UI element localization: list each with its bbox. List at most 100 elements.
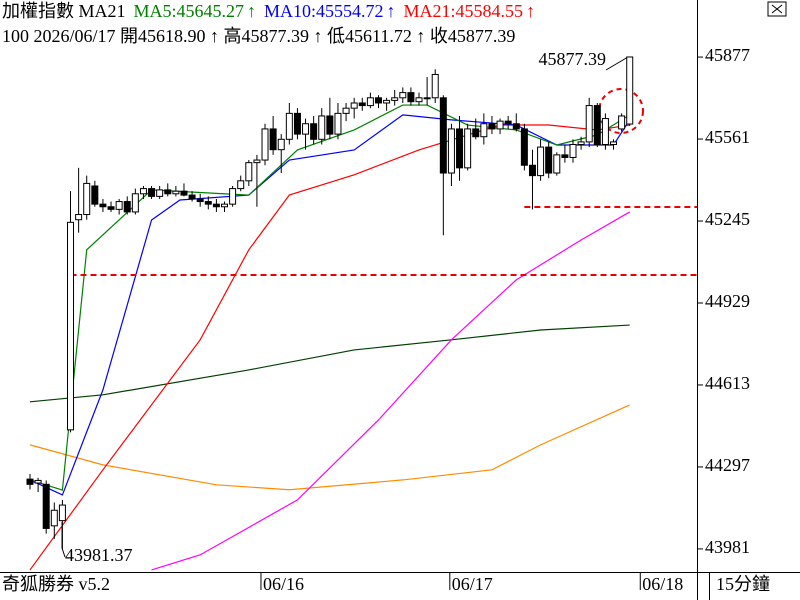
ma-line (151, 211, 631, 571)
candle-body (423, 97, 431, 100)
candle-body (553, 154, 561, 174)
candle-body (302, 123, 310, 135)
candle-body (366, 97, 374, 107)
candle-body (229, 188, 237, 205)
candle-body (601, 118, 609, 145)
candle-body (91, 185, 99, 205)
candle-body (269, 128, 277, 151)
ma-arrow: ↑ (526, 1, 535, 21)
highlight-circle (598, 88, 644, 134)
candle-body (42, 483, 50, 529)
candle-body (626, 56, 634, 125)
candle-body (107, 206, 115, 210)
candle-body (456, 128, 464, 169)
candle-body (156, 189, 164, 197)
candle-body (439, 97, 447, 174)
annotation: 43981.37 (65, 545, 133, 565)
candle-body (310, 123, 318, 140)
candle-body (50, 509, 58, 527)
y-tick-label: 44297 (705, 455, 750, 475)
candle-body (334, 112, 342, 135)
candle-body (561, 154, 569, 158)
candle-body (504, 120, 512, 125)
footer-left: 奇狐勝券 v5.2 (2, 574, 110, 594)
candle-body (131, 193, 139, 213)
x-tick-label: 06/16 (263, 574, 304, 594)
candle-body (528, 164, 536, 177)
candle-body (545, 146, 553, 174)
candle-body (67, 221, 75, 431)
candle-body (391, 97, 399, 101)
candle-body (326, 115, 334, 135)
ma-label: MA10:45554.72 (264, 1, 384, 21)
header: 加權指數 MA21 100 2026/06/17 開45618.90 ↑ 高45… (2, 1, 535, 46)
candle-body (342, 107, 350, 114)
leader-line (605, 56, 629, 71)
y-tick-label: 43981 (705, 537, 750, 557)
candle-body (464, 128, 472, 169)
candle-body (245, 162, 253, 182)
title: 加權指數 MA21 (2, 1, 126, 21)
candle-body (277, 138, 285, 151)
y-tick-label: 44929 (705, 291, 750, 311)
x-tick-label: 06/18 (642, 574, 683, 594)
candle-body (99, 203, 107, 208)
candle-body (196, 198, 204, 203)
candle-body (593, 105, 601, 145)
ma-line (29, 104, 631, 491)
candle-body (115, 201, 123, 210)
candle-body (537, 146, 545, 177)
y-tick-label: 44613 (705, 373, 750, 393)
candle-body (585, 105, 593, 143)
candle-body (139, 188, 147, 195)
annotation: 45877.39 (539, 49, 607, 69)
candle-body (431, 73, 439, 99)
candle-body (399, 92, 407, 99)
candle-body (212, 203, 220, 208)
candle-body (285, 112, 293, 140)
candle-body (204, 201, 212, 205)
y-tick-label: 45877 (705, 45, 750, 65)
candle-body (610, 141, 618, 145)
ma-line (29, 324, 630, 403)
ma-line (29, 404, 630, 491)
candle-body (220, 203, 228, 208)
candle-body (83, 182, 91, 216)
footer-right: 15分鐘 (716, 574, 770, 594)
candle-body (188, 194, 196, 200)
candle-body (350, 102, 358, 109)
candle-body (447, 128, 455, 174)
info-line: 100 2026/06/17 開45618.90 ↑ 高45877.39 ↑ 低… (2, 26, 515, 46)
candle-body (26, 478, 34, 485)
y-tick-label: 45245 (705, 209, 750, 229)
candle-body (148, 188, 156, 197)
candle-body (496, 120, 504, 130)
ma-line (29, 124, 630, 571)
candle-body (237, 180, 245, 190)
candle-body (34, 479, 42, 484)
ma-line (29, 114, 631, 496)
candle-body (75, 214, 83, 221)
candle-body (472, 128, 480, 138)
ma-arrow: ↑ (387, 1, 396, 21)
candle-body (407, 92, 415, 103)
candle-body (520, 128, 528, 166)
candle-body (569, 143, 577, 158)
candle-body (180, 190, 188, 196)
candle-body (58, 504, 66, 522)
ma-arrow: ↑ (247, 1, 256, 21)
candle-body (480, 123, 488, 138)
candle-body (512, 123, 520, 130)
candle-body (164, 189, 172, 195)
x-tick-label: 06/17 (452, 574, 493, 594)
candle-body (253, 159, 261, 164)
candle-body (123, 201, 131, 213)
candle-body (577, 141, 585, 145)
candle-body (415, 97, 423, 103)
candle-body (172, 190, 180, 195)
candle-body (374, 97, 382, 104)
close-icon[interactable] (771, 4, 783, 14)
candle-body (261, 128, 269, 161)
